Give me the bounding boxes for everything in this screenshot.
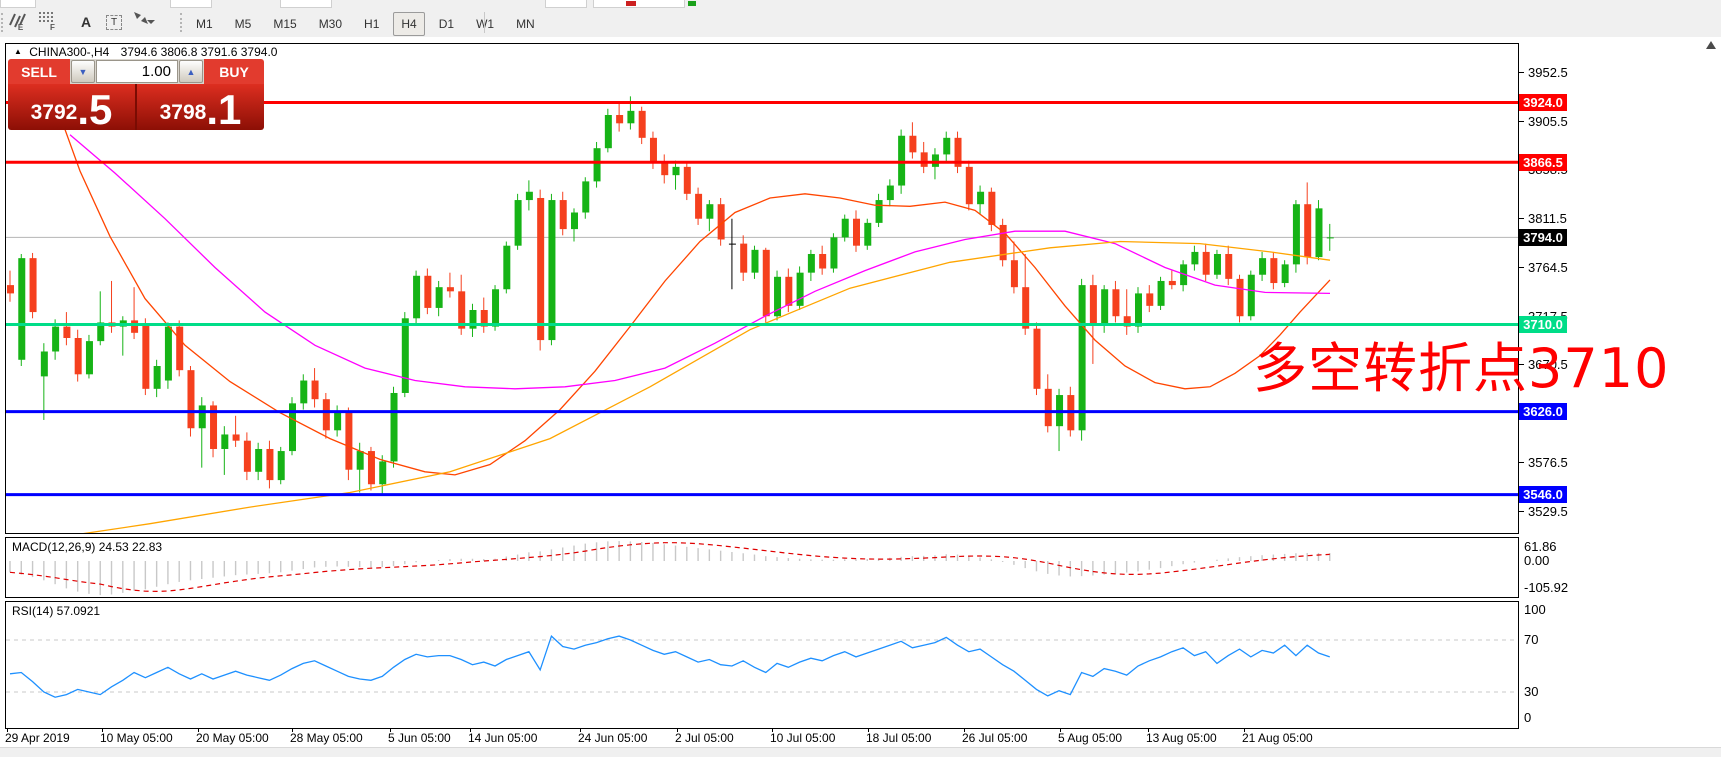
timeframe-button-M1[interactable]: M1 — [196, 17, 213, 31]
time-tick-label: 10 May 05:00 — [100, 731, 173, 745]
timeframe-button-W1[interactable]: W1 — [476, 17, 495, 31]
indicator-axis-label: 0.00 — [1524, 553, 1550, 568]
price-level-badge: 3546.0 — [1519, 486, 1567, 504]
volume-decrease-button[interactable]: ▼ — [71, 60, 95, 83]
time-tick — [772, 728, 773, 732]
time-tick-label: 28 May 05:00 — [290, 731, 363, 745]
time-tick-label: 14 Jun 05:00 — [468, 731, 538, 745]
time-tick-label: 20 May 05:00 — [196, 731, 269, 745]
timeframe-button-MN[interactable]: MN — [516, 17, 535, 31]
price-level-badge: 3626.0 — [1519, 403, 1567, 421]
price-tick-label: 3764.5 — [1519, 260, 1568, 275]
macd-indicator-label: MACD(12,26,9) 24.53 22.83 — [12, 540, 163, 554]
rsi-pane-canvas[interactable] — [5, 601, 1519, 729]
time-tick-label: 29 Apr 2019 — [5, 731, 70, 745]
pointer-style-tool-icon[interactable] — [132, 10, 166, 34]
symbol-period-label: CHINA300-,H4 — [29, 45, 110, 59]
timeframe-button-M5[interactable]: M5 — [234, 17, 252, 31]
volume-control: ▼ 1.00 ▲ — [70, 59, 204, 84]
indicator-axis-label: -105.92 — [1524, 580, 1569, 595]
time-tick-label: 24 Jun 05:00 — [578, 731, 648, 745]
time-tick — [198, 728, 199, 732]
chart-symbol-header: ▲ CHINA300-,H4 3794.6 3806.8 3791.6 3794… — [14, 45, 277, 59]
text-box-tool-icon[interactable]: T — [100, 10, 128, 34]
grid-tool-icon[interactable]: F — [38, 10, 66, 34]
indicator-axis-label: 30 — [1524, 684, 1539, 699]
time-tick — [7, 728, 8, 732]
time-tick-label: 10 Jul 05:00 — [770, 731, 836, 745]
macd-pane-canvas[interactable] — [5, 537, 1519, 598]
time-tick — [580, 728, 581, 732]
volume-increase-button[interactable]: ▲ — [179, 60, 203, 83]
timeframe-button-M15[interactable]: M15 — [273, 17, 297, 31]
time-tick — [868, 728, 869, 732]
timeframe-button-H4[interactable]: H4 — [393, 12, 425, 36]
time-tick-label: 2 Jul 05:00 — [675, 731, 734, 745]
ohlc-readout: 3794.6 3806.8 3791.6 3794.0 — [120, 45, 278, 59]
buy-button[interactable]: BUY — [204, 59, 264, 86]
one-click-trade-panel: SELL ▼ 1.00 ▲ BUY 3792.5 3798.1 — [8, 59, 264, 130]
price-level-badge: 3794.0 — [1519, 228, 1567, 246]
time-tick-label: 5 Aug 05:00 — [1058, 731, 1123, 745]
toolbar-separator — [484, 12, 485, 33]
toolbar-drag-handle[interactable] — [180, 13, 185, 32]
indicator-axis-label: 100 — [1524, 602, 1546, 617]
indicator-axis-label: 61.86 — [1524, 539, 1557, 554]
time-tick — [1148, 728, 1149, 732]
price-level-badge: 3710.0 — [1519, 316, 1567, 334]
pattern-tool-icon[interactable]: E — [6, 10, 34, 34]
ask-price[interactable]: 3798.1 — [159, 85, 242, 130]
pattern-tool-sub: E — [17, 22, 24, 32]
price-tick-label: 3670.5 — [1519, 357, 1568, 372]
chart-text-annotation: 多空转折点3710 — [1253, 337, 1670, 400]
bid-ask-display: 3792.5 3798.1 — [8, 84, 264, 130]
bid-price[interactable]: 3792.5 — [30, 85, 113, 130]
time-tick — [1060, 728, 1061, 732]
timeframe-button-M30[interactable]: M30 — [318, 17, 343, 31]
toolbar: E F A T M1 M5 M15 M30 H1 H4 D1 W1 MN — [0, 8, 1721, 38]
price-tick-label: 3952.5 — [1519, 65, 1568, 80]
time-tick — [677, 728, 678, 732]
time-tick — [964, 728, 965, 732]
chevron-down-icon — [146, 20, 155, 24]
time-tick — [102, 728, 103, 732]
time-tick-label: 26 Jul 05:00 — [962, 731, 1028, 745]
toolbar-drag-handle[interactable] — [1, 13, 6, 32]
status-strip — [0, 747, 1721, 757]
indicator-axis-label: 70 — [1524, 632, 1539, 647]
collapse-triangle-icon[interactable]: ▲ — [14, 47, 22, 56]
sell-button[interactable]: SELL — [8, 59, 70, 86]
time-tick — [292, 728, 293, 732]
timeframe-bar: M1 M5 M15 M30 H1 H4 D1 W1 MN — [188, 12, 543, 36]
rsi-indicator-label: RSI(14) 57.0921 — [12, 604, 101, 618]
volume-input[interactable]: 1.00 — [96, 60, 178, 83]
time-tick — [1244, 728, 1245, 732]
time-tick-label: 18 Jul 05:00 — [866, 731, 932, 745]
time-tick — [390, 728, 391, 732]
time-tick-label: 5 Jun 05:00 — [388, 731, 451, 745]
time-tick — [470, 728, 471, 732]
indicator-axis-label: 0 — [1524, 710, 1532, 725]
clipped-green-icon — [688, 1, 696, 6]
price-tick-label: 3905.5 — [1519, 114, 1568, 129]
chevron-up-icon: ▲ — [186, 66, 196, 77]
time-tick-label: 21 Aug 05:00 — [1242, 731, 1313, 745]
price-tick-label: 3576.5 — [1519, 455, 1568, 470]
grid-tool-sub: F — [50, 22, 55, 32]
price-level-badge: 3866.5 — [1519, 153, 1567, 171]
text-label-tool-icon[interactable]: A — [80, 14, 92, 30]
chevron-down-icon: ▼ — [78, 66, 88, 77]
timeframe-button-H1[interactable]: H1 — [364, 17, 380, 31]
price-tick-label: 3529.5 — [1519, 504, 1568, 519]
timeframe-button-D1[interactable]: D1 — [438, 17, 455, 31]
price-tick-label: 3811.5 — [1519, 211, 1567, 226]
price-level-badge: 3924.0 — [1519, 94, 1567, 112]
clipped-red-icon — [626, 1, 636, 6]
time-tick-label: 13 Aug 05:00 — [1146, 731, 1217, 745]
chart-scroll-marker-icon[interactable] — [1706, 41, 1716, 49]
